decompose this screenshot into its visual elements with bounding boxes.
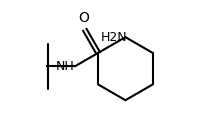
Text: O: O <box>78 11 89 25</box>
Text: NH: NH <box>55 60 74 73</box>
Text: H2N: H2N <box>101 31 127 44</box>
